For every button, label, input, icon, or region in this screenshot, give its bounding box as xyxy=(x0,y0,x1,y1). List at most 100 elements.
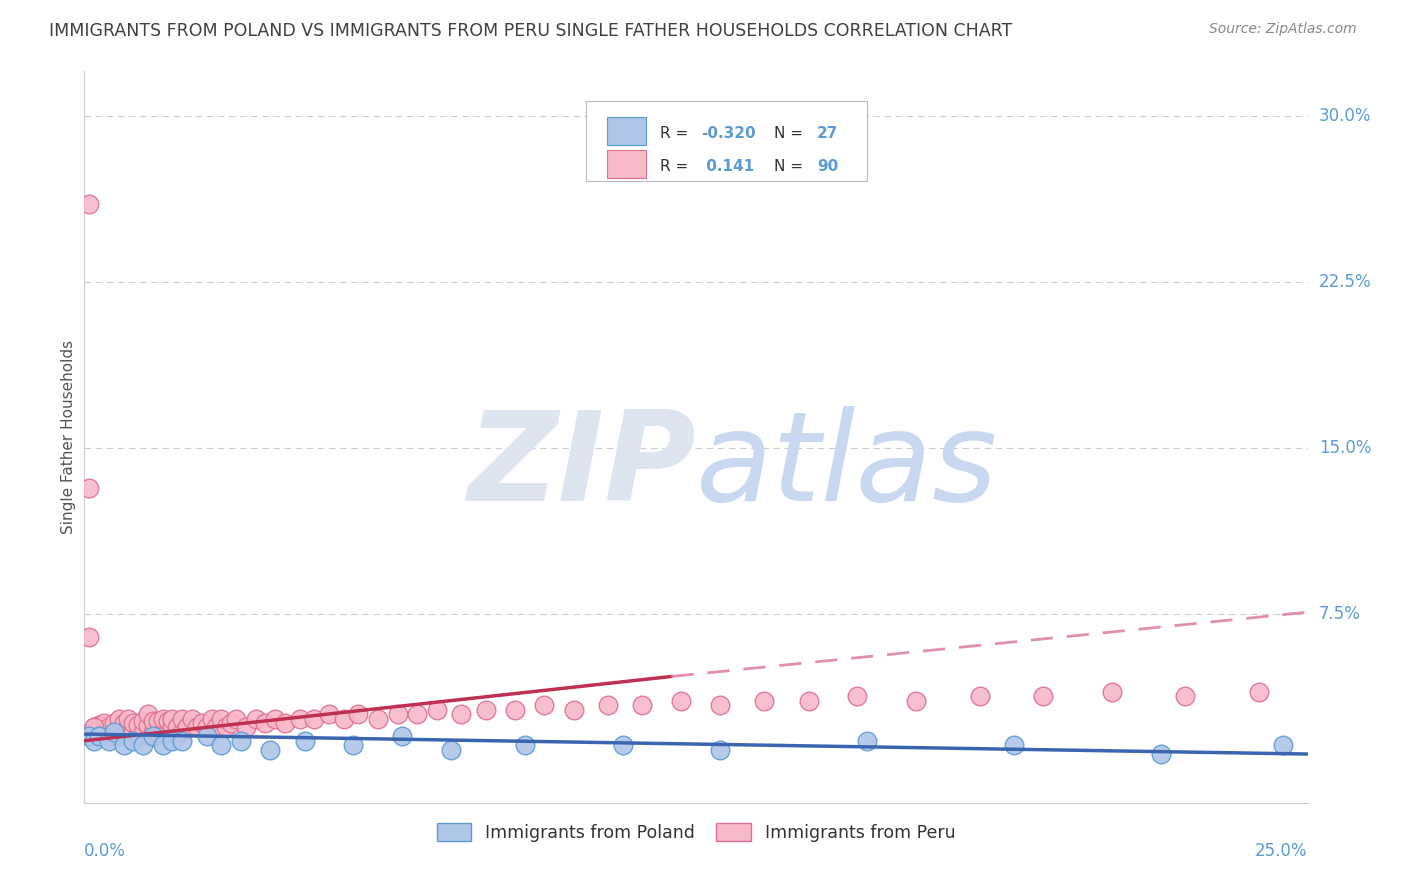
Point xyxy=(856,733,879,747)
Point xyxy=(288,712,311,726)
Point xyxy=(671,694,693,708)
Text: -0.320: -0.320 xyxy=(700,126,755,141)
Point xyxy=(162,721,184,735)
Point xyxy=(391,729,413,743)
Point xyxy=(274,716,297,731)
Point xyxy=(186,721,208,735)
Point xyxy=(181,712,204,726)
Point xyxy=(195,721,218,735)
Point xyxy=(259,742,281,756)
Text: 0.141: 0.141 xyxy=(700,159,754,174)
Point xyxy=(342,738,364,752)
Text: 90: 90 xyxy=(817,159,838,174)
Text: R =: R = xyxy=(661,159,693,174)
Point xyxy=(264,712,287,726)
Point xyxy=(117,721,139,735)
Point xyxy=(754,694,776,708)
Point xyxy=(450,707,472,722)
Point xyxy=(127,718,149,732)
Point xyxy=(77,630,100,644)
Point xyxy=(176,721,198,735)
Point xyxy=(77,197,100,211)
Point xyxy=(905,694,928,708)
Point xyxy=(83,724,105,739)
Point xyxy=(503,703,526,717)
Point xyxy=(87,729,110,743)
Y-axis label: Single Father Households: Single Father Households xyxy=(60,340,76,534)
Point xyxy=(93,716,115,731)
Point xyxy=(132,738,155,752)
Point xyxy=(112,738,135,752)
Text: R =: R = xyxy=(661,126,693,141)
Point xyxy=(229,733,252,747)
Text: N =: N = xyxy=(775,126,808,141)
Point xyxy=(107,729,129,743)
FancyBboxPatch shape xyxy=(606,150,645,178)
Point xyxy=(797,694,820,708)
Text: 15.0%: 15.0% xyxy=(1319,439,1371,458)
Point xyxy=(146,724,169,739)
Point xyxy=(117,712,139,726)
Point xyxy=(1150,747,1173,761)
FancyBboxPatch shape xyxy=(606,117,645,145)
Text: 27: 27 xyxy=(817,126,838,141)
Text: N =: N = xyxy=(775,159,808,174)
Point xyxy=(97,733,120,747)
Point xyxy=(77,729,100,743)
Point xyxy=(112,716,135,731)
Point xyxy=(562,703,585,717)
Point xyxy=(254,716,277,731)
Point xyxy=(533,698,555,713)
Point xyxy=(117,729,139,743)
Point xyxy=(122,716,145,731)
Point xyxy=(332,712,354,726)
Point xyxy=(152,712,174,726)
Point xyxy=(162,733,184,747)
Point xyxy=(142,714,165,728)
Point xyxy=(513,738,536,752)
Text: 7.5%: 7.5% xyxy=(1319,606,1361,624)
Point xyxy=(142,729,165,743)
Text: 22.5%: 22.5% xyxy=(1319,273,1371,291)
Point xyxy=(127,729,149,743)
Point xyxy=(318,707,340,722)
Point xyxy=(103,724,125,739)
Point xyxy=(440,742,463,756)
Point xyxy=(83,724,105,739)
Point xyxy=(387,707,409,722)
Text: 30.0%: 30.0% xyxy=(1319,107,1371,125)
Point xyxy=(1174,690,1197,704)
Point xyxy=(97,729,120,743)
Point xyxy=(1002,738,1025,752)
Point xyxy=(426,703,449,717)
Point xyxy=(245,712,267,726)
Point xyxy=(87,718,110,732)
Point xyxy=(122,724,145,739)
Point xyxy=(142,724,165,739)
Point xyxy=(136,707,159,722)
Point xyxy=(112,724,135,739)
Point xyxy=(612,738,634,752)
Point xyxy=(969,690,991,704)
Point xyxy=(152,738,174,752)
Point xyxy=(225,712,247,726)
Point xyxy=(631,698,654,713)
Point xyxy=(107,721,129,735)
Point xyxy=(77,729,100,743)
Point xyxy=(136,718,159,732)
Point xyxy=(709,698,731,713)
Point xyxy=(709,742,731,756)
FancyBboxPatch shape xyxy=(586,101,868,181)
Legend: Immigrants from Poland, Immigrants from Peru: Immigrants from Poland, Immigrants from … xyxy=(430,816,962,849)
Point xyxy=(172,724,194,739)
Text: Source: ZipAtlas.com: Source: ZipAtlas.com xyxy=(1209,22,1357,37)
Point xyxy=(1272,738,1295,752)
Point xyxy=(87,729,110,743)
Point xyxy=(1247,685,1270,699)
Point xyxy=(83,721,105,735)
Point xyxy=(132,724,155,739)
Point xyxy=(294,733,316,747)
Point xyxy=(83,721,105,735)
Point xyxy=(77,481,100,495)
Point xyxy=(596,698,619,713)
